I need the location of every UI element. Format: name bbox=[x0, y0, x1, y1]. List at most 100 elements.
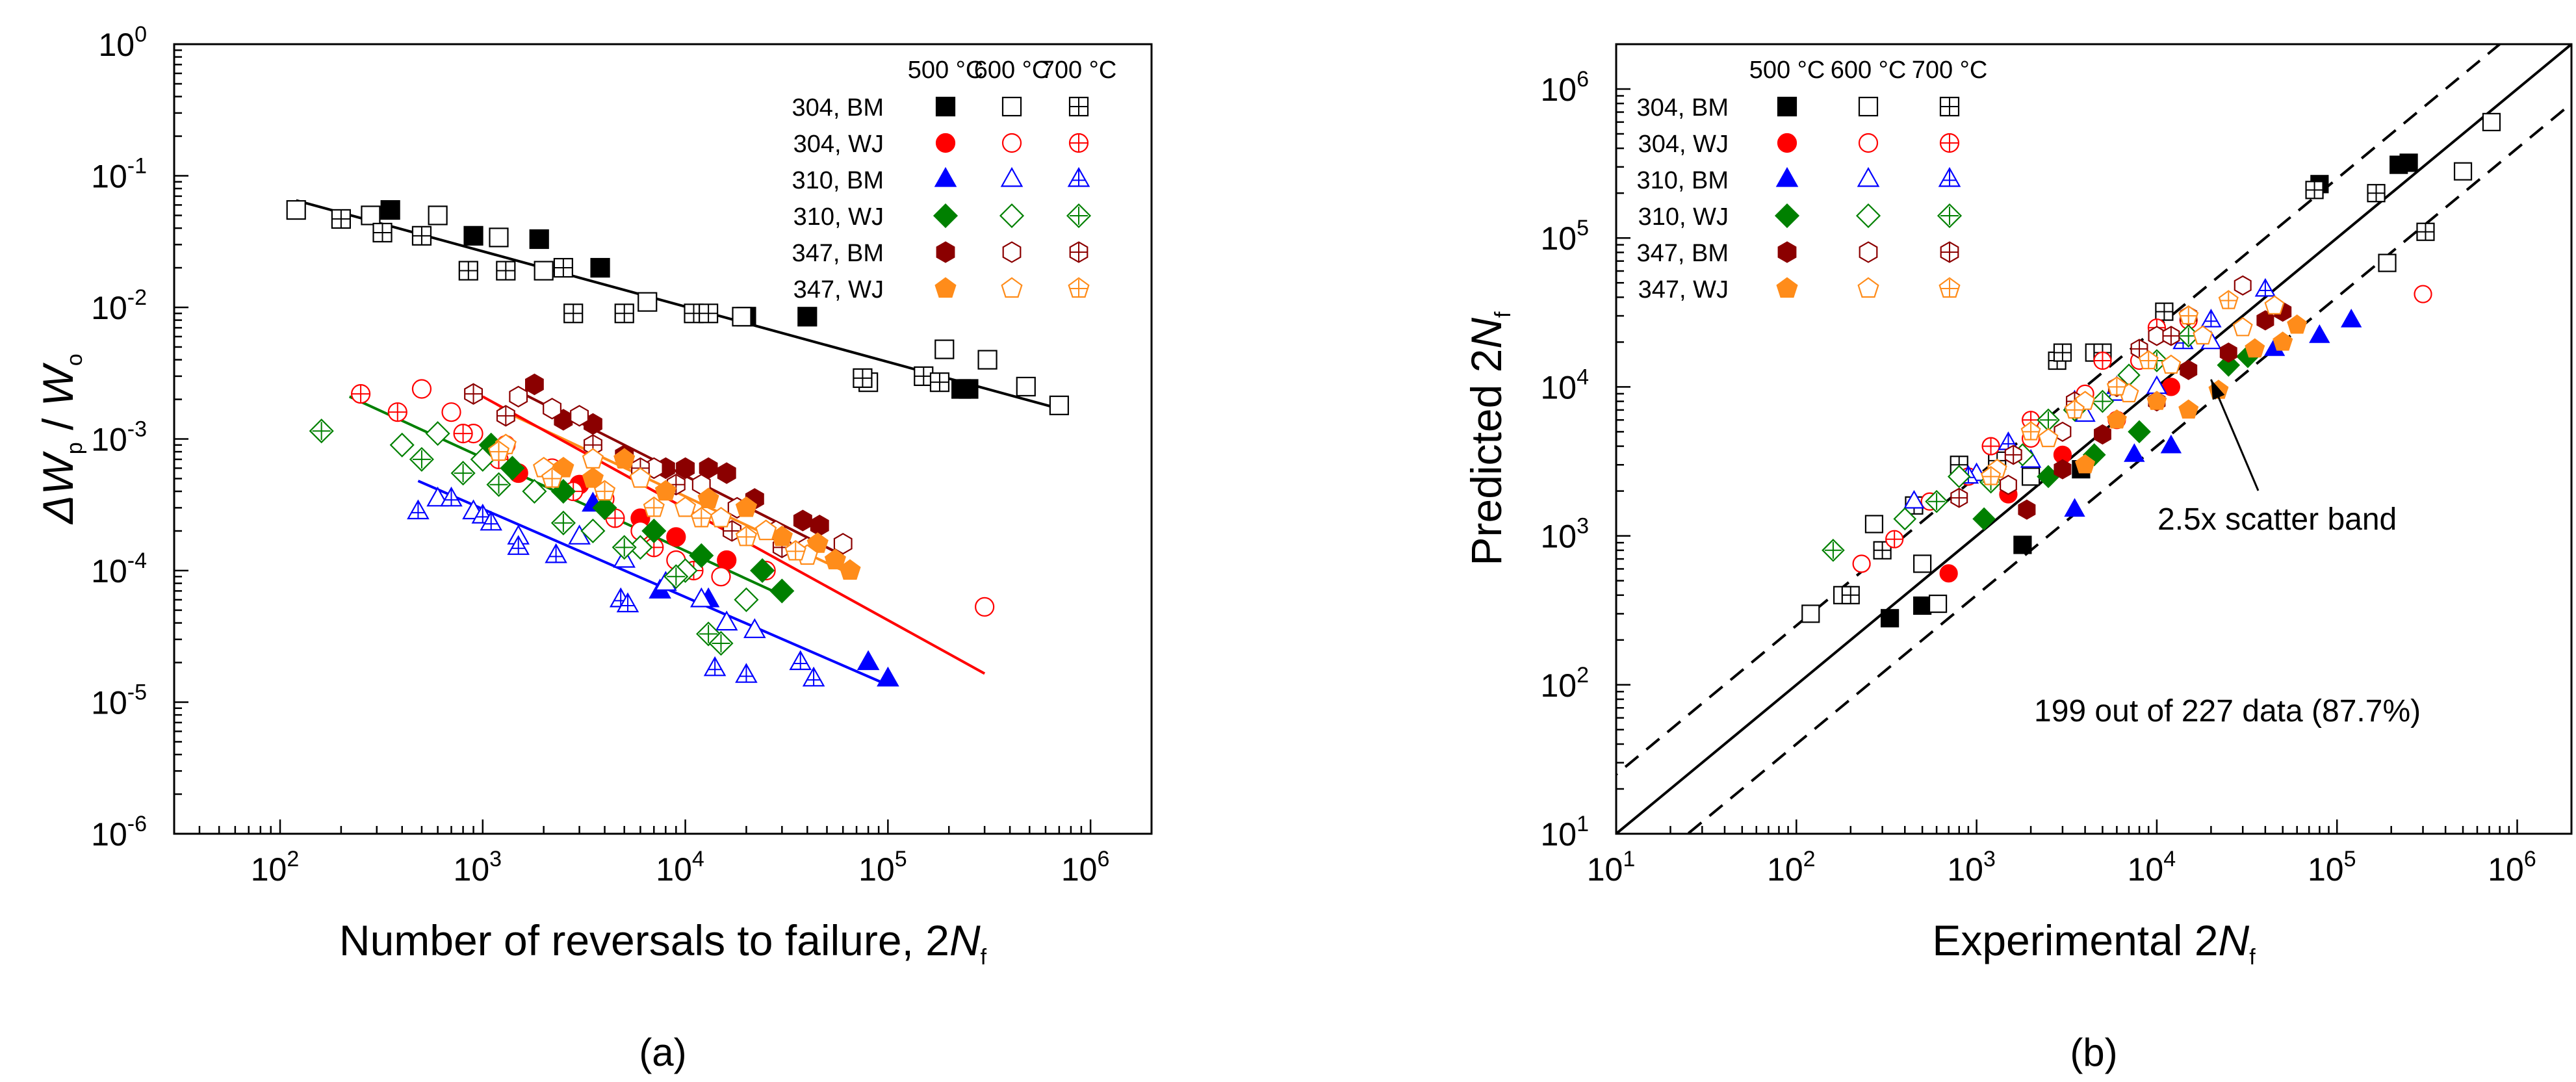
panel-b-data-point bbox=[2416, 222, 2435, 241]
panel-b-data-point bbox=[1893, 507, 1917, 531]
panel-a-data-point bbox=[797, 307, 818, 327]
panel-a-data-point bbox=[550, 510, 576, 535]
panel-b-data-point bbox=[1841, 586, 1860, 604]
panel-b-y-tick-label: 104 bbox=[1540, 365, 1589, 406]
panel-a-data-point bbox=[480, 510, 502, 531]
panel-b-data-point bbox=[2053, 343, 2072, 362]
panel-a-data-point bbox=[582, 448, 604, 469]
panel-a-legend-marker bbox=[1001, 96, 1022, 117]
scatter-band-annotation: 2.5x scatter band bbox=[2157, 502, 2397, 537]
panel-a-data-point bbox=[732, 307, 752, 327]
panel-a-y-tick-label: 10-1 bbox=[91, 154, 147, 195]
panel-a-data-point bbox=[1016, 376, 1036, 397]
panel-a-legend-header: 700 °C bbox=[1041, 57, 1117, 84]
panel-a-data-point bbox=[568, 524, 591, 545]
panel-a-data-point bbox=[710, 506, 732, 528]
panel-a-data-point bbox=[708, 630, 734, 656]
panel-a-data-point bbox=[1049, 395, 1069, 415]
panel-b-legend-label: 304, BM bbox=[1636, 94, 1729, 122]
panel-a-legend-marker bbox=[1069, 241, 1088, 263]
panel-a-legend-marker bbox=[935, 133, 956, 153]
panel-a-legend-label: 347, WJ bbox=[793, 276, 884, 303]
panel-b-data-point bbox=[2065, 399, 2085, 419]
panel-b-chart: 101 102 103 104 105 106 101 102 103 104 105 106 500… bbox=[1462, 43, 2573, 1074]
panel-a-data-point bbox=[697, 487, 719, 509]
panel-b-data-point bbox=[2414, 285, 2432, 303]
panel-a-data-point bbox=[496, 405, 515, 427]
panel-a-data-point bbox=[977, 350, 998, 370]
panel-a-y-tick-label: 10-3 bbox=[91, 417, 147, 458]
panel-a-data-point bbox=[309, 419, 334, 444]
panel-a-data-point bbox=[458, 261, 478, 281]
panel-b-data-point bbox=[1925, 489, 1948, 513]
panel-b-legend-marker bbox=[1777, 133, 1797, 153]
panel-a-legend-header: 500 °C bbox=[908, 57, 984, 84]
panel-a-data-point bbox=[500, 456, 525, 481]
panel-a-data-point bbox=[824, 548, 846, 570]
panel-a-data-point bbox=[641, 518, 667, 544]
panel-a-data-point bbox=[643, 496, 665, 517]
panel-a-data-point bbox=[463, 225, 483, 246]
panel-b-data-point bbox=[2399, 153, 2418, 172]
panel-b-data-point bbox=[1852, 554, 1871, 573]
panel-b-data-point bbox=[1822, 539, 1845, 562]
panel-b-data-point bbox=[2128, 420, 2151, 444]
panel-b-data-point bbox=[1972, 507, 1996, 531]
panel-a-data-point bbox=[543, 398, 562, 420]
panel-a-data-point bbox=[428, 205, 448, 225]
panel-b-legend-marker bbox=[1857, 166, 1880, 187]
panel-b-data-point bbox=[2093, 351, 2112, 370]
panel-b-legend-marker bbox=[1855, 203, 1881, 229]
panel-a-data-point bbox=[529, 229, 549, 250]
panel-a-data-point bbox=[534, 261, 554, 281]
panel-a-data-point bbox=[541, 467, 563, 488]
panel-b-data-point bbox=[2287, 314, 2308, 334]
panel-b-data-point bbox=[2378, 253, 2397, 272]
panel-b-legend-label: 304, WJ bbox=[1638, 131, 1729, 158]
panel-a-data-point bbox=[563, 303, 584, 324]
panel-a-data-point bbox=[593, 480, 616, 501]
panel-a-data-point bbox=[638, 292, 658, 312]
panel-a-data-point bbox=[507, 535, 530, 555]
panel-a-data-point bbox=[755, 519, 777, 541]
panel-b-legend-label: 310, BM bbox=[1636, 167, 1729, 194]
panel-b-legend-header: 700 °C bbox=[1912, 57, 1988, 84]
panel-a-data-point bbox=[486, 472, 511, 497]
panel-a-data-point bbox=[489, 227, 509, 248]
panel-b-data-point bbox=[1950, 487, 1968, 508]
panel-b-data-point bbox=[1880, 609, 1900, 628]
panel-b-legend-label: 347, WJ bbox=[1638, 276, 1729, 303]
panel-b-legend-marker bbox=[1857, 277, 1879, 298]
panel-b-x-tick-label: 102 bbox=[1767, 847, 1816, 888]
panel-a-data-point bbox=[750, 558, 775, 584]
panel-a-data-point bbox=[743, 618, 766, 638]
scatter-band-arrow bbox=[2210, 379, 2260, 491]
panel-a-data-point bbox=[387, 402, 407, 422]
panel-b-x-tick-label: 105 bbox=[2308, 847, 2356, 888]
panel-b-legend-marker bbox=[1938, 166, 1961, 187]
panel-a-x-tick-label: 103 bbox=[454, 847, 502, 888]
panel-a-data-point bbox=[582, 467, 604, 488]
panel-a-data-point bbox=[464, 383, 483, 405]
panel-a-data-point bbox=[975, 597, 995, 617]
panel-a-legend-marker bbox=[1068, 96, 1089, 117]
panel-b-data-point bbox=[2138, 350, 2159, 370]
panel-a-legend-marker bbox=[935, 96, 956, 117]
panel-b-x-tick-label: 103 bbox=[1947, 847, 1996, 888]
panel-a-data-point bbox=[959, 379, 979, 399]
panel-a-data-point bbox=[440, 486, 463, 507]
panel-a-data-point bbox=[810, 515, 829, 537]
panel-a-data-point bbox=[877, 666, 899, 687]
panel-b-y-tick-label: 105 bbox=[1540, 216, 1589, 257]
panel-b-data-point bbox=[2309, 324, 2330, 343]
panel-b-data-point bbox=[2018, 499, 2036, 520]
panel-a-data-point bbox=[411, 379, 432, 399]
panel-a-data-point bbox=[735, 525, 758, 547]
panel-b-legend-label: 347, BM bbox=[1636, 240, 1729, 267]
panel-a-legend-marker bbox=[999, 203, 1025, 229]
panel-b-data-point bbox=[1939, 564, 1958, 583]
panel-b-legend-marker bbox=[1859, 241, 1878, 263]
panel-b-data-point bbox=[2200, 309, 2222, 328]
panel-a-data-point bbox=[629, 467, 651, 488]
